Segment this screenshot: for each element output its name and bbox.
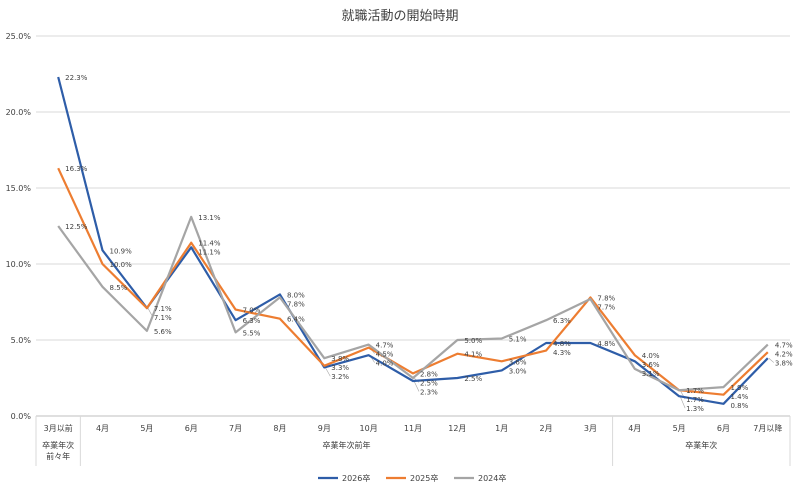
data-label: 4.3%	[553, 349, 571, 357]
x-tick-label: 4月	[628, 424, 641, 433]
x-tick-label: 11月	[404, 424, 422, 433]
x-tick-label: 4月	[96, 424, 109, 433]
x-tick-label: 1月	[495, 424, 508, 433]
data-label: 1.7%	[686, 396, 704, 404]
x-tick-label: 7月以降	[753, 423, 782, 433]
data-label: 3.3%	[331, 364, 349, 372]
data-label: 2.8%	[420, 370, 438, 378]
x-tick-label: 5月	[140, 424, 153, 433]
data-label: 2.5%	[464, 375, 482, 383]
data-label: 10.0%	[110, 261, 133, 269]
data-label: 3.0%	[509, 367, 527, 375]
data-label: 6.4%	[287, 316, 305, 324]
data-label: 3.2%	[331, 373, 349, 381]
data-label: 4.8%	[597, 340, 615, 348]
data-label: 5.5%	[243, 329, 261, 337]
data-label: 4.0%	[642, 352, 660, 360]
data-label: 2.5%	[420, 379, 438, 387]
x-tick-label: 12月	[448, 424, 466, 433]
x-tick-label: 8月	[273, 424, 286, 433]
data-label: 7.8%	[597, 294, 615, 302]
label-leader-line	[679, 396, 686, 409]
data-label: 4.8%	[553, 340, 571, 348]
data-label: 4.0%	[376, 360, 394, 368]
data-label: 12.5%	[65, 223, 88, 231]
data-label: 4.5%	[376, 351, 394, 359]
data-label: 1.7%	[686, 387, 704, 395]
data-label: 8.5%	[110, 284, 128, 292]
data-label: 4.7%	[775, 342, 793, 350]
data-label: 10.9%	[110, 247, 133, 255]
y-tick-label: 15.0%	[6, 184, 32, 193]
data-label: 3.6%	[509, 358, 527, 366]
legend-label: 2025卒	[410, 473, 438, 483]
data-labels: 22.3% 16.3% 12.5% 10.9% 10.0% 8.5% 7.1%7.1% 5.6…	[65, 74, 793, 413]
legend-label: 2026卒	[342, 473, 370, 483]
data-label: 0.8%	[730, 402, 748, 410]
y-tick-label: 5.0%	[11, 336, 32, 345]
data-label: 3.8%	[775, 360, 793, 368]
label-leader-line	[325, 367, 331, 377]
data-label: 7.8%	[287, 300, 305, 308]
chart-title: 就職活動の開始時期	[341, 9, 458, 24]
data-label: 7.0%	[243, 307, 261, 315]
x-axis: 3月以前 4月 5月 6月 7月 8月 9月 10月 11月 12月 1月 2月 3月 4月 5月 6月 7月以…	[35, 416, 791, 466]
x-tick-label: 6月	[185, 424, 198, 433]
series-line	[57, 76, 769, 405]
data-label: 8.0%	[287, 291, 305, 299]
data-label: 6.3%	[243, 317, 261, 325]
x-group-label: 前々年	[46, 451, 70, 461]
data-label: 1.3%	[686, 405, 704, 413]
x-tick-label: 3月	[584, 424, 597, 433]
data-label: 3.6%	[642, 361, 660, 369]
x-group-label: 卒業年次	[42, 440, 74, 450]
x-tick-label: 7月	[229, 424, 242, 433]
data-label: 1.9%	[730, 384, 748, 392]
data-label: 7.1%	[154, 314, 172, 322]
series-lines	[57, 76, 769, 405]
data-label: 4.7%	[376, 342, 394, 350]
data-label: 2.3%	[420, 388, 438, 396]
series-line	[57, 167, 769, 396]
data-label: 16.3%	[65, 165, 88, 173]
data-label: 11.4%	[198, 240, 221, 248]
data-label: 11.1%	[198, 249, 221, 257]
x-tick-label: 10月	[360, 424, 378, 433]
data-label: 5.1%	[509, 335, 527, 343]
y-axis: 0.0% 5.0% 10.0% 15.0% 20.0% 25.0%	[6, 32, 32, 421]
label-leader-line	[768, 358, 775, 363]
data-label: 1.4%	[730, 393, 748, 401]
data-label: 22.3%	[65, 74, 88, 82]
gridlines	[36, 35, 790, 417]
y-tick-label: 0.0%	[11, 412, 32, 421]
y-tick-label: 25.0%	[6, 32, 32, 41]
data-label: 3.8%	[331, 355, 349, 363]
x-tick-label: 9月	[318, 424, 331, 433]
data-label: 7.1%	[154, 305, 172, 313]
data-label: 13.1%	[198, 214, 221, 222]
legend: 2026卒 2025卒 2024卒	[318, 473, 506, 483]
x-group-label: 卒業年次前年	[322, 440, 370, 450]
x-group-label: 卒業年次	[685, 440, 717, 450]
data-label: 3.1%	[642, 370, 660, 378]
data-label: 7.7%	[597, 303, 615, 311]
x-tick-label: 3月以前	[44, 423, 73, 433]
series-line	[57, 215, 769, 392]
data-label: 4.1%	[464, 351, 482, 359]
data-label: 5.6%	[154, 328, 172, 336]
data-label: 4.2%	[775, 351, 793, 359]
x-tick-label: 2月	[540, 424, 553, 433]
x-tick-label: 5月	[673, 424, 686, 433]
data-label: 5.0%	[464, 337, 482, 345]
y-tick-label: 10.0%	[6, 260, 32, 269]
label-leader-line	[413, 380, 420, 392]
legend-label: 2024卒	[478, 473, 506, 483]
data-label: 6.3%	[553, 317, 571, 325]
x-tick-label: 6月	[717, 424, 730, 433]
y-tick-label: 20.0%	[6, 108, 32, 117]
